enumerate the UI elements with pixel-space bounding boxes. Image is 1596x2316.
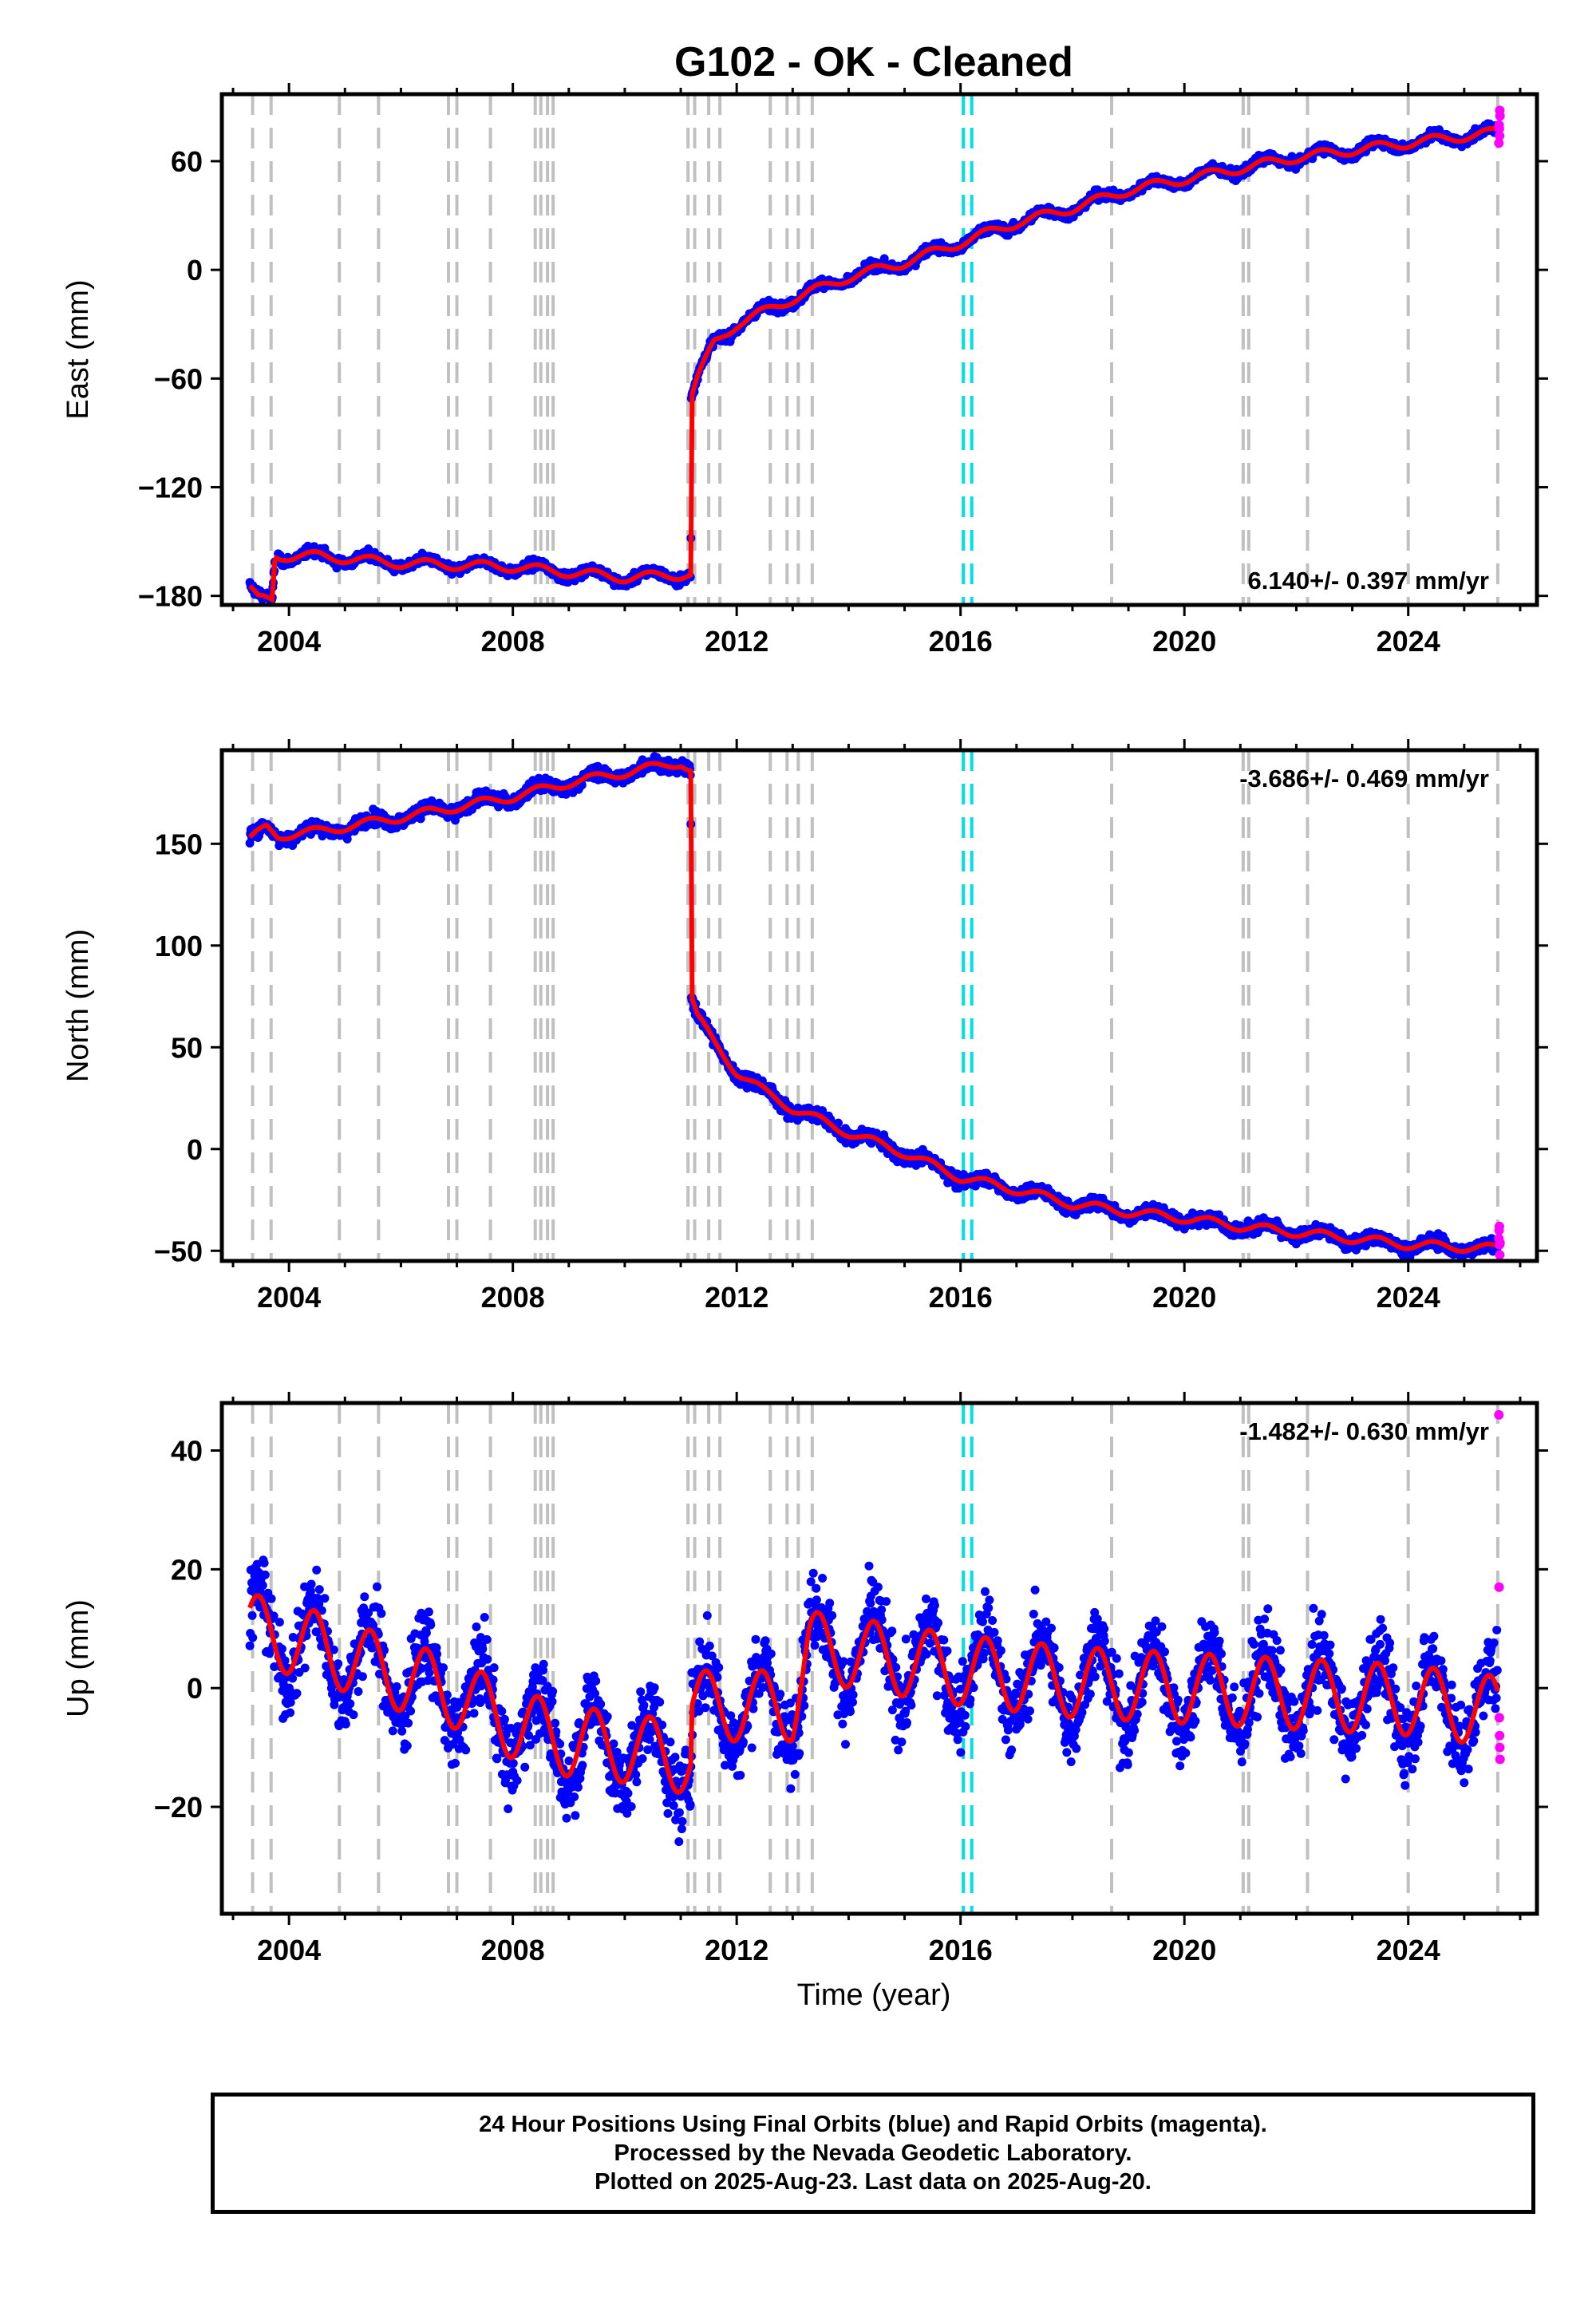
chart-title: G102 - OK - Cleaned bbox=[674, 39, 1073, 85]
x-tick-label: 2016 bbox=[929, 625, 993, 658]
panels-group: 2004 2008 2012 2016 2020 2024 −180 −120 −60 0 60 Ea… bbox=[61, 83, 1548, 1966]
east-model-fit-line bbox=[248, 126, 1499, 603]
y-tick-label: −180 bbox=[138, 580, 203, 613]
east-plot-frame bbox=[219, 92, 1539, 607]
panel-north: 2004 2008 2012 2016 2020 2024−50050100150Nort… bbox=[61, 739, 1548, 1314]
rapid-orbit-point bbox=[1495, 111, 1505, 121]
east-y-axis-label: East (mm) bbox=[61, 279, 95, 419]
final-orbit-point bbox=[416, 814, 425, 824]
panel-east: 2004 2008 2012 2016 2020 2024 −180 −120 −60 0 60 Ea… bbox=[61, 83, 1548, 658]
x-tick-label: 2020 bbox=[1152, 625, 1216, 658]
y-tick-label: 0 bbox=[187, 254, 203, 287]
north-daily-positions bbox=[245, 752, 1502, 1261]
east-daily-positions bbox=[245, 119, 1502, 605]
x-tick-label: 2004 bbox=[257, 625, 321, 658]
y-tick-label: 60 bbox=[171, 145, 203, 178]
x-tick-label: 2008 bbox=[481, 625, 545, 658]
rapid-orbit-point bbox=[1494, 124, 1504, 134]
y-tick-label: −60 bbox=[154, 362, 203, 395]
rapid-orbit-point bbox=[1494, 138, 1504, 148]
east-plot-area bbox=[245, 94, 1505, 605]
x-tick-label: 2024 bbox=[1377, 625, 1440, 658]
north-plot-area bbox=[245, 750, 1505, 1261]
east-rate-label: 6.140+/- 0.397 mm/yr bbox=[1248, 567, 1489, 595]
rapid-orbit-point bbox=[1495, 131, 1505, 141]
x-tick-label: 2012 bbox=[705, 625, 768, 658]
y-tick-label: −120 bbox=[138, 471, 203, 504]
